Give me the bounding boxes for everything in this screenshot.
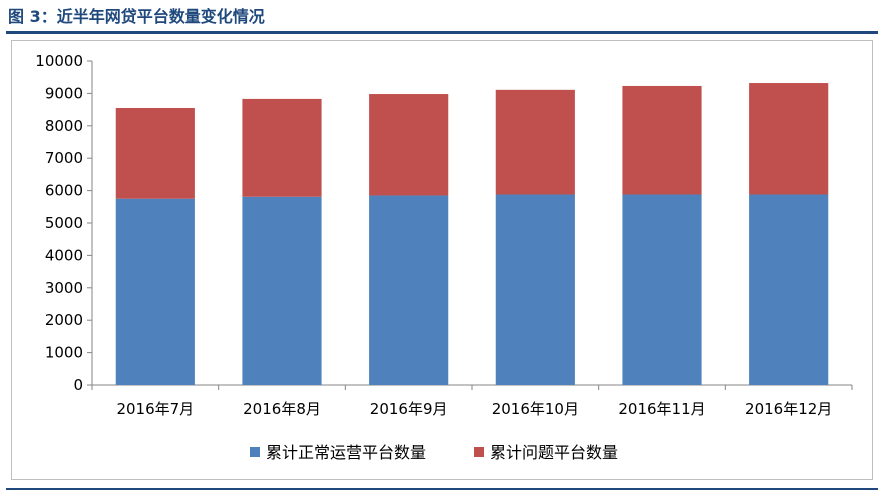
bar-problem-platforms: [369, 94, 449, 196]
bar-normal-platforms: [115, 198, 195, 385]
bar-problem-platforms: [242, 98, 322, 197]
bottom-rule: [6, 488, 878, 490]
bar-problem-platforms: [622, 85, 702, 195]
tick-labels: 0 1000 2000 3000 4000 5000 6000 7000 8000 9000 100…: [35, 52, 832, 418]
bar-normal-platforms: [495, 194, 575, 385]
y-tick-label: 6000: [45, 182, 83, 200]
bar-normal-platforms: [369, 195, 449, 385]
bar-normal-platforms: [242, 196, 322, 385]
x-tick-label: 2016年7月: [116, 400, 194, 418]
y-tick-label: 9000: [45, 84, 83, 102]
y-tick-label: 2000: [45, 311, 83, 329]
legend-label: 累计问题平台数量: [490, 443, 618, 462]
y-tick-label: 7000: [45, 149, 83, 167]
y-tick-label: 8000: [45, 117, 83, 135]
x-tick-label: 2016年9月: [370, 400, 448, 418]
legend-swatch: [250, 447, 260, 457]
y-tick-label: 0: [73, 376, 83, 394]
legend: 累计正常运营平台数量 累计问题平台数量: [250, 443, 618, 462]
y-tick-label: 10000: [35, 52, 83, 70]
bar-problem-platforms: [749, 83, 829, 195]
x-tick-label: 2016年10月: [492, 400, 579, 418]
stacked-bar-chart: 0 1000 2000 3000 4000 5000 6000 7000 8000 9000 100…: [35, 52, 853, 462]
x-tick-label: 2016年11月: [618, 400, 705, 418]
caption-rule: [6, 31, 878, 34]
bar-problem-platforms: [115, 107, 195, 199]
bar-normal-platforms: [749, 194, 829, 385]
chart-frame: 0 1000 2000 3000 4000 5000 6000 7000 8000 9000 100…: [11, 40, 873, 480]
figure-caption: 图 3：近半年网贷平台数量变化情况: [8, 7, 265, 26]
y-tick-label: 1000: [45, 344, 83, 362]
y-tick-label: 3000: [45, 279, 83, 297]
bar-problem-platforms: [495, 89, 575, 195]
x-tick-label: 2016年8月: [243, 400, 321, 418]
legend-swatch: [474, 447, 484, 457]
y-tick-label: 5000: [45, 214, 83, 232]
x-tick-label: 2016年12月: [745, 400, 832, 418]
bar-normal-platforms: [622, 194, 702, 385]
y-tick-label: 4000: [45, 246, 83, 264]
axes: [87, 60, 853, 390]
bars: [115, 83, 829, 385]
legend-label: 累计正常运营平台数量: [266, 443, 426, 462]
